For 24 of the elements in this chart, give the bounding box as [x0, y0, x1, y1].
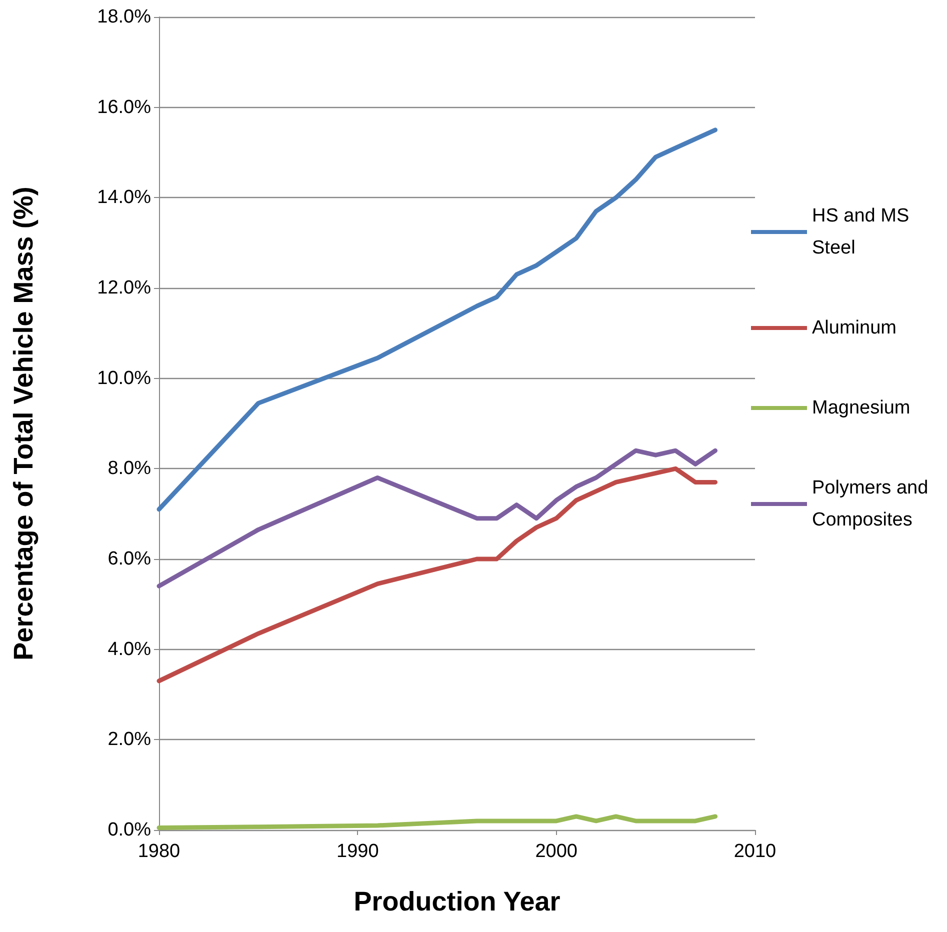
x-tick-label: 2010 [734, 841, 776, 862]
x-tick-label: 1980 [138, 841, 180, 862]
x-tick-label: 2000 [535, 841, 578, 862]
y-tick-label: 10.0% [97, 368, 152, 389]
legend-label: HS and MS Steel [812, 206, 914, 258]
y-tick-label: 16.0% [97, 96, 152, 118]
y-tick-label: 8.0% [108, 458, 152, 480]
x-tick-label: 1990 [336, 841, 379, 862]
line-series [156, 448, 718, 588]
y-tick-label: 2.0% [108, 729, 152, 750]
line-series [156, 814, 718, 830]
y-tick-label: 6.0% [108, 548, 152, 570]
legend-label: Magnesium [812, 398, 910, 418]
y-tick-label: 0.0% [108, 820, 152, 840]
y-tick-label: 12.0% [97, 278, 152, 298]
line-series [156, 466, 718, 684]
y-axis-title: Percentage of Total Vehicle Mass (%) [8, 186, 38, 660]
legend-label: Polymers and Composites [812, 478, 934, 530]
legend-label: Aluminum [812, 318, 896, 338]
x-axis-title: Production Year [354, 886, 561, 916]
y-tick-label: 4.0% [108, 638, 152, 660]
y-tick-label: 18.0% [97, 6, 152, 28]
line-series [156, 128, 718, 512]
y-tick-label: 14.0% [97, 187, 152, 208]
